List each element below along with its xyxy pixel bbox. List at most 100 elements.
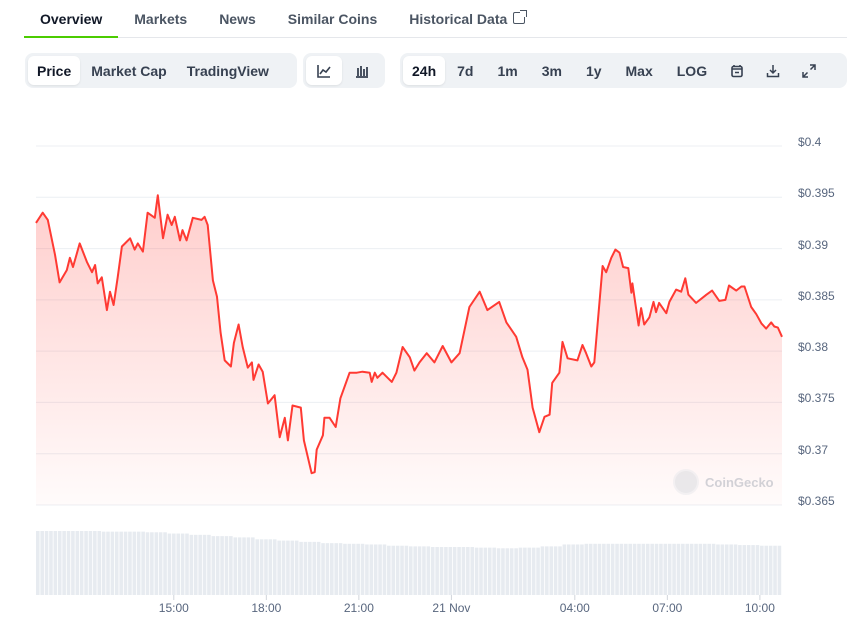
chart-kind-group: Price Market Cap TradingView [25,53,297,88]
volume-bar [768,545,773,595]
volume-bar [150,532,154,595]
tab-overview[interactable]: Overview [24,0,119,38]
volume-bar [49,531,53,595]
range-1y-button[interactable]: 1y [585,62,602,79]
y-tick-label: $0.4 [798,135,822,149]
range-7d-button[interactable]: 7d [457,62,474,79]
volume-bar [501,548,505,595]
range-1m-button[interactable]: 1m [497,62,518,79]
volume-bar [387,545,391,595]
volume-bar [277,540,281,595]
volume-bar [474,547,479,595]
price-button[interactable]: Price [28,56,81,85]
volume-bar [426,546,431,595]
volume-bar [154,532,159,595]
download-button[interactable] [755,56,791,85]
volume-bar [264,539,268,595]
volume-bar [101,531,106,595]
volume-bar [290,540,295,595]
volume-bar [479,547,483,595]
volume-bar [461,547,466,595]
volume-bar [738,545,742,595]
volume-bar [84,531,88,595]
volume-bar [141,531,145,595]
log-scale-button[interactable]: LOG [676,62,708,79]
tab-label: Similar Coins [287,11,378,27]
coingecko-watermark: CoinGecko [673,469,774,495]
volume-bar [106,531,110,595]
y-tick-label: $0.375 [798,391,835,406]
volume-bar [312,541,317,595]
y-tick-label: $0.37 [798,442,829,457]
volume-bar [733,544,738,595]
volume-bar [654,543,659,595]
range-3m-button[interactable]: 3m [541,62,562,79]
volume-bar [185,533,189,595]
tab-label: Historical Data [409,11,508,27]
range-max-button[interactable]: Max [625,62,653,79]
line-chart-button[interactable] [306,56,342,85]
volume-bar [777,545,782,595]
volume-bar [571,544,575,595]
candlestick-icon [356,65,368,78]
volume-bar [422,546,426,595]
volume-bar [75,531,80,595]
volume-bar [36,531,40,595]
tab-markets[interactable]: Markets [118,0,203,38]
volume-bar [523,547,527,595]
volume-bar [641,543,646,595]
volume-bar [365,544,369,595]
volume-bar [62,531,66,595]
volume-bar [338,543,343,595]
volume-bar [272,539,277,595]
volume-bar [123,531,128,595]
volume-bar [321,543,325,595]
volume-bar [435,547,439,595]
y-tick-label: $0.365 [798,494,835,508]
volume-bar [294,540,299,595]
volume-bar [619,543,624,595]
range-group: 24h 7d 1m 3m 1y Max LOG [400,53,847,88]
volume-bar [505,548,510,595]
market-cap-button[interactable]: Market Cap [91,62,167,79]
volume-bar [303,541,308,595]
volume-bar [211,536,216,595]
volume-bar [158,532,163,595]
calendar-button[interactable] [719,56,755,85]
volume-bar [518,547,523,595]
volume-bar [632,543,637,595]
x-tick-label: 21 Nov [432,601,471,615]
volume-bar [694,543,698,595]
tradingview-button[interactable]: TradingView [186,62,269,79]
volume-bar [553,546,558,595]
volume-bar [53,531,58,595]
volume-bar [602,543,606,595]
range-24h-button[interactable]: 24h [403,56,446,85]
y-tick-label: $0.395 [798,186,835,201]
tab-news[interactable]: News [203,0,272,38]
volume-bar [97,531,102,595]
tab-historical-data[interactable]: Historical Data [393,0,541,38]
price-area [36,195,782,505]
volume-bar [760,545,764,595]
volume-bar [330,543,334,595]
volume-bar [299,541,303,595]
volume-bar [470,547,475,595]
volume-bar [224,536,229,595]
volume-bar [66,531,71,595]
volume-bar [452,547,457,595]
volume-bar [242,537,246,595]
fullscreen-button[interactable] [791,56,827,85]
tab-similar-coins[interactable]: Similar Coins [272,0,393,38]
volume-bar [663,543,668,595]
volume-bar [545,546,549,595]
volume-bar [391,545,396,595]
candlestick-button[interactable] [344,56,380,85]
volume-bar [711,543,716,595]
volume-bar [558,546,562,595]
watermark-text: CoinGecko [705,474,774,490]
volume-bar [400,545,404,595]
volume-bar [610,543,615,595]
line-chart-icon [317,64,331,78]
